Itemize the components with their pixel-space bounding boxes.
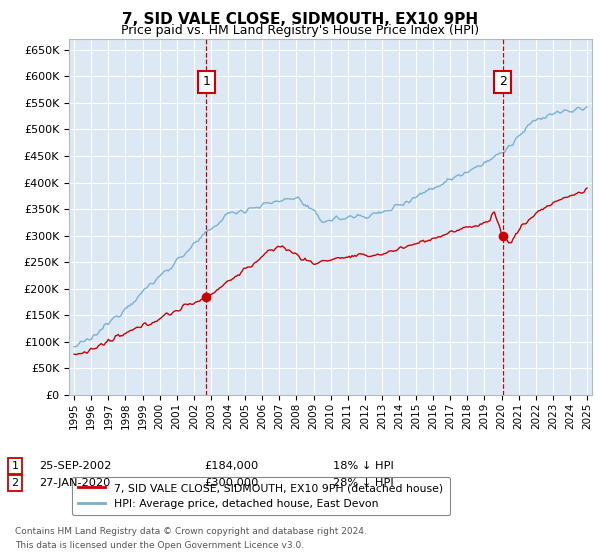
Text: This data is licensed under the Open Government Licence v3.0.: This data is licensed under the Open Gov… [15,541,304,550]
Text: 7, SID VALE CLOSE, SIDMOUTH, EX10 9PH: 7, SID VALE CLOSE, SIDMOUTH, EX10 9PH [122,12,478,27]
Text: 18% ↓ HPI: 18% ↓ HPI [333,461,394,471]
Text: £184,000: £184,000 [204,461,258,471]
Text: Contains HM Land Registry data © Crown copyright and database right 2024.: Contains HM Land Registry data © Crown c… [15,528,367,536]
Text: 2: 2 [499,76,507,88]
Text: £300,000: £300,000 [204,478,259,488]
Text: 28% ↓ HPI: 28% ↓ HPI [333,478,394,488]
Legend: 7, SID VALE CLOSE, SIDMOUTH, EX10 9PH (detached house), HPI: Average price, deta: 7, SID VALE CLOSE, SIDMOUTH, EX10 9PH (d… [72,477,449,515]
Text: 1: 1 [202,76,210,88]
Text: 27-JAN-2020: 27-JAN-2020 [39,478,110,488]
Text: 25-SEP-2002: 25-SEP-2002 [39,461,112,471]
Text: Price paid vs. HM Land Registry's House Price Index (HPI): Price paid vs. HM Land Registry's House … [121,24,479,36]
Text: 1: 1 [11,461,19,471]
Text: 2: 2 [11,478,19,488]
